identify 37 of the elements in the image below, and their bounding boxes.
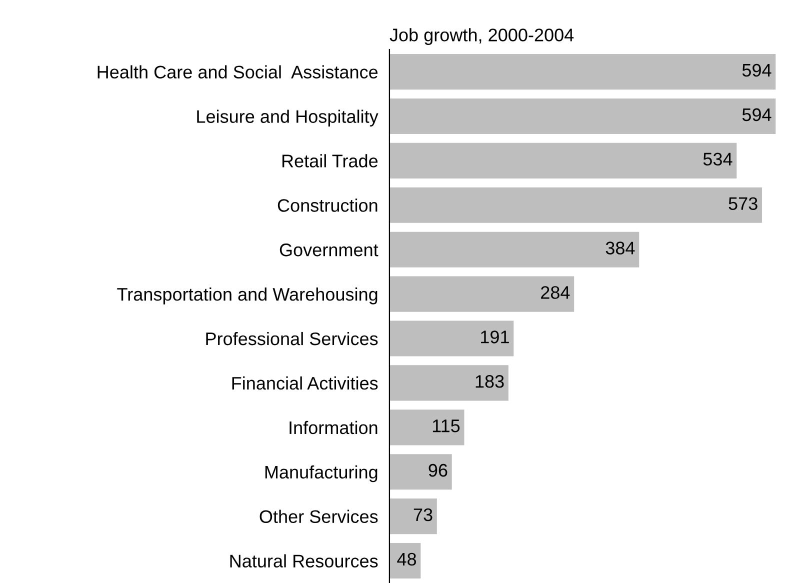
y-tick-label: Other Services: [260, 510, 378, 524]
y-tick-label: Manufacturing: [265, 465, 378, 482]
data-label: 73: [414, 508, 432, 522]
data-label: 594: [742, 108, 772, 122]
bar: [389, 498, 437, 534]
data-label: 594: [742, 64, 772, 77]
bar: [389, 410, 464, 446]
data-label: 384: [606, 242, 635, 254]
y-tick-label: Leisure and Hospitality: [197, 110, 378, 127]
bar: [389, 187, 762, 223]
bar: [389, 276, 574, 312]
bar: [389, 542, 421, 579]
y-tick-label: Health Care and Social Assistance: [98, 65, 378, 78]
bar: [389, 98, 776, 134]
bar: [389, 454, 452, 490]
y-tick-label: Construction: [278, 198, 378, 212]
chart-title: Job growth, 2000-2004: [390, 28, 574, 45]
data-label: 183: [476, 375, 504, 388]
y-tick-label: Natural Resources: [230, 554, 378, 568]
bar: [389, 365, 508, 401]
y-tick-label: Transportation and Warehousing: [117, 288, 378, 304]
bar: [389, 232, 640, 268]
data-label: 191: [481, 330, 509, 344]
y-tick-label: Information: [290, 420, 378, 434]
data-label: 115: [432, 420, 460, 432]
y-tick-label: Professional Services: [206, 332, 378, 346]
data-label: 48: [397, 552, 416, 566]
data-label: 284: [541, 286, 570, 299]
data-label: 534: [703, 152, 732, 166]
y-tick-label: Financial Activities: [232, 376, 378, 390]
y-tick-label: Government: [280, 244, 378, 256]
data-label: 96: [428, 464, 448, 477]
data-label: 573: [728, 197, 758, 210]
y-tick-label: Retail Trade: [282, 154, 378, 168]
bar: [389, 142, 737, 178]
bar: [389, 320, 514, 356]
bar: [389, 54, 776, 90]
